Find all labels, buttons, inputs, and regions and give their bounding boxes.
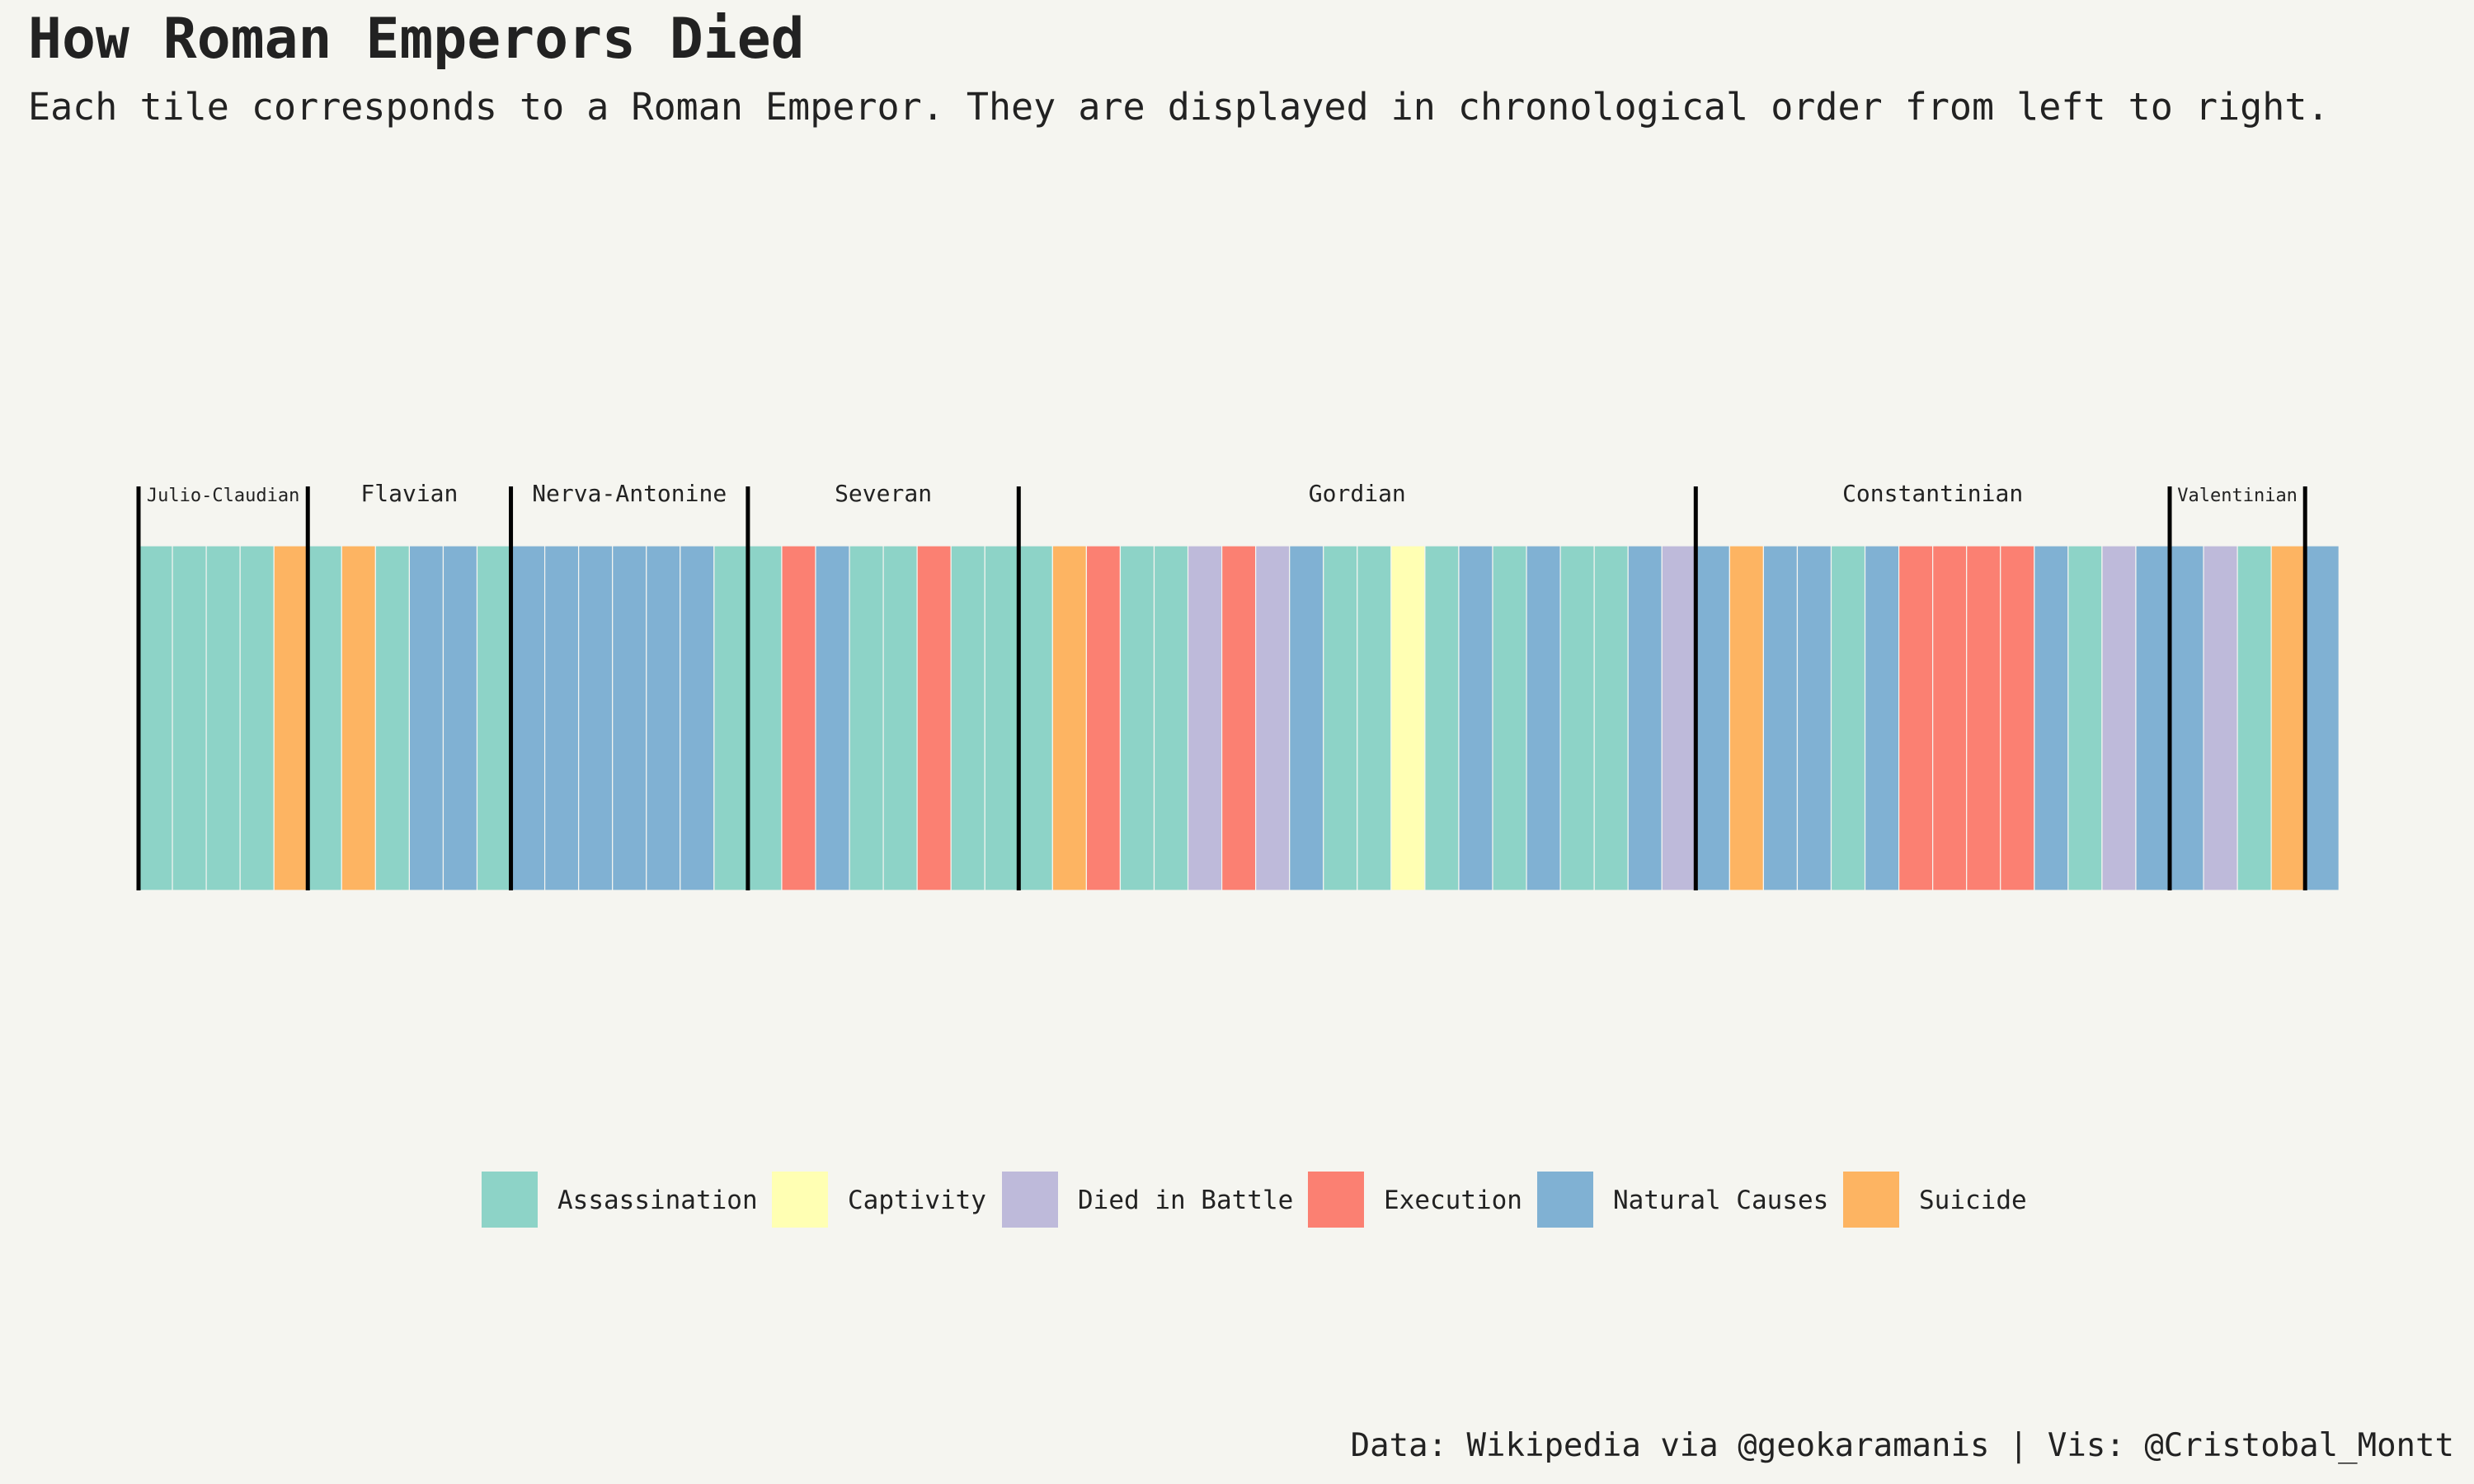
tile-execution xyxy=(1898,545,1934,891)
tile-assassination xyxy=(2236,545,2272,891)
tile-died-in-battle xyxy=(2101,545,2137,891)
legend-label: Died in Battle xyxy=(1078,1186,1294,1215)
tile-assassination xyxy=(849,545,884,891)
chart-title: How Roman Emperors Died xyxy=(28,7,805,72)
tile-assassination xyxy=(950,545,985,891)
dynasty-labels-layer: Julio-Claudian Flavian Nerva-Antonine Sever… xyxy=(147,480,2298,507)
tile-natural-causes xyxy=(1526,545,1561,891)
legend-label: Captivity xyxy=(848,1186,986,1215)
tile-captivity xyxy=(1390,545,1426,891)
legend-label: Suicide xyxy=(1919,1186,2027,1215)
tile-suicide xyxy=(1051,545,1087,891)
tile-natural-causes xyxy=(2169,545,2204,891)
legend: Assassination Captivity Died in Battle Exec… xyxy=(0,1169,2474,1235)
dynasty-label: Gordian xyxy=(1309,480,1406,507)
source-caption: Data: Wikipedia via @geokaramanis | Vis:… xyxy=(1350,1427,2454,1464)
chart-subtitle: Each tile corresponds to a Roman Emperor… xyxy=(28,85,2330,129)
tile-assassination xyxy=(2067,545,2103,891)
tile-natural-causes xyxy=(2135,545,2171,891)
legend-swatch xyxy=(482,1172,538,1228)
tile-assassination xyxy=(1559,545,1595,891)
tile-suicide xyxy=(2270,545,2306,891)
tile-natural-causes xyxy=(680,545,715,891)
tile-assassination xyxy=(1357,545,1392,891)
tile-execution xyxy=(1932,545,1968,891)
tile-assassination xyxy=(1323,545,1358,891)
tile-natural-causes xyxy=(1289,545,1324,891)
tile-assassination xyxy=(1593,545,1629,891)
tile-assassination xyxy=(307,545,342,891)
legend-label: Execution xyxy=(1384,1186,1522,1215)
tile-assassination xyxy=(239,545,275,891)
tile-assassination xyxy=(1119,545,1155,891)
tile-assassination xyxy=(476,545,512,891)
tile-died-in-battle xyxy=(2203,545,2238,891)
tile-natural-causes xyxy=(1796,545,1832,891)
legend-swatch xyxy=(1537,1172,1593,1228)
tile-suicide xyxy=(341,545,376,891)
tile-natural-causes xyxy=(1695,545,1730,891)
tile-execution xyxy=(2000,545,2035,891)
dynasty-label: Julio-Claudian xyxy=(147,486,299,506)
tile-assassination xyxy=(984,545,1019,891)
tile-chart: Julio-Claudian Flavian Nerva-Antonine Sever… xyxy=(136,480,2340,891)
tile-natural-causes xyxy=(612,545,647,891)
tile-natural-causes xyxy=(2034,545,2069,891)
legend-swatch xyxy=(1308,1172,1364,1228)
dynasty-label: Severan xyxy=(835,480,932,507)
tile-natural-causes xyxy=(510,545,546,891)
legend-label: Natural Causes xyxy=(1613,1186,1829,1215)
tile-died-in-battle xyxy=(1187,545,1223,891)
tile-suicide xyxy=(1729,545,1765,891)
dynasty-label: Flavian xyxy=(360,480,458,507)
tile-natural-causes xyxy=(1762,545,1799,891)
tile-assassination xyxy=(1018,545,1053,891)
tiles-layer xyxy=(138,545,2340,891)
tile-natural-causes xyxy=(815,545,850,891)
tile-died-in-battle xyxy=(1255,545,1291,891)
legend-swatch xyxy=(772,1172,828,1228)
tile-assassination xyxy=(205,545,241,891)
dynasty-label: Constantinian xyxy=(1842,480,2023,507)
dynasty-label: Nerva-Antonine xyxy=(532,480,727,507)
tile-assassination xyxy=(1492,545,1527,891)
tile-assassination xyxy=(1424,545,1460,891)
tile-assassination xyxy=(172,545,207,891)
tile-assassination xyxy=(1153,545,1189,891)
tile-natural-causes xyxy=(543,545,580,891)
tile-assassination xyxy=(882,545,918,891)
tile-natural-causes xyxy=(2304,545,2340,891)
tile-natural-causes xyxy=(1627,545,1663,891)
tile-natural-causes xyxy=(408,545,444,891)
tile-execution xyxy=(1085,545,1122,891)
tile-execution xyxy=(916,545,952,891)
tile-execution xyxy=(1221,545,1257,891)
tile-assassination xyxy=(747,545,783,891)
tile-natural-causes xyxy=(442,545,478,891)
tile-natural-causes xyxy=(1458,545,1493,891)
dividers-layer xyxy=(136,486,2307,890)
tile-assassination xyxy=(713,545,749,891)
tile-assassination xyxy=(374,545,411,891)
tile-natural-causes xyxy=(1864,545,1900,891)
tile-execution xyxy=(1966,545,2001,891)
tile-execution xyxy=(781,545,816,891)
tile-natural-causes xyxy=(578,545,614,891)
tile-suicide xyxy=(273,545,308,891)
legend-label: Assassination xyxy=(557,1186,758,1215)
tile-assassination xyxy=(138,545,173,891)
tile-natural-causes xyxy=(646,545,681,891)
dynasty-label: Valentinian xyxy=(2177,486,2298,506)
tile-died-in-battle xyxy=(1661,545,1696,891)
legend-swatch xyxy=(1002,1172,1058,1228)
tile-assassination xyxy=(1830,545,1866,891)
legend-swatch xyxy=(1843,1172,1899,1228)
